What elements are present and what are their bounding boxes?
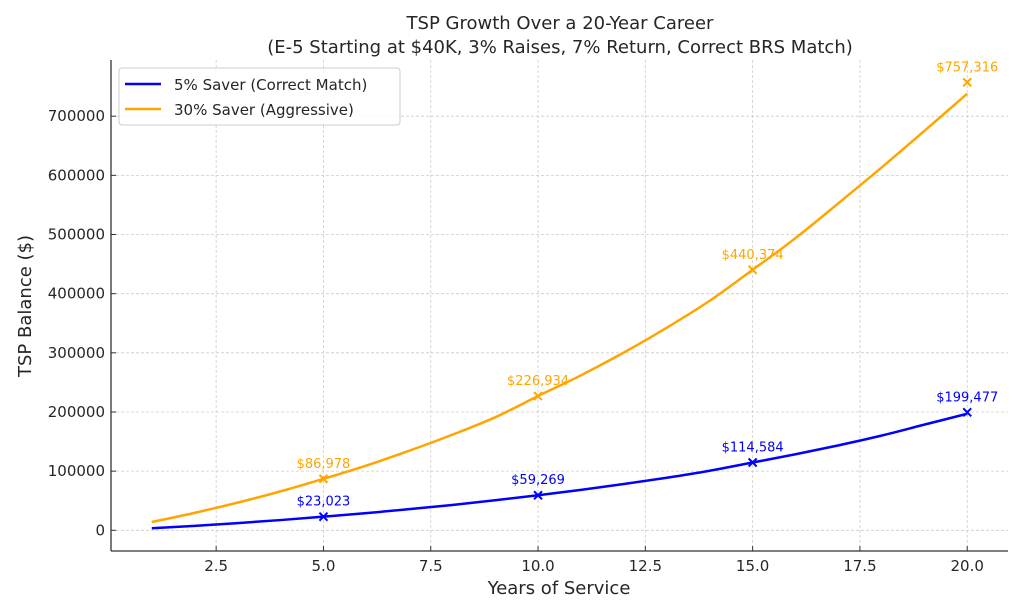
x-marker-stroke bbox=[747, 457, 758, 468]
y-axis-label: TSP Balance ($) bbox=[15, 235, 36, 378]
data-point-marker-5pct bbox=[318, 511, 329, 522]
data-label-30pct: $86,978 bbox=[297, 457, 351, 472]
y-tick-label: 300000 bbox=[48, 344, 105, 362]
y-tick-label: 600000 bbox=[48, 166, 105, 184]
data-label-5pct: $114,584 bbox=[722, 441, 784, 456]
x-tick-label: 10.0 bbox=[521, 557, 554, 575]
y-tick-label: 700000 bbox=[48, 107, 105, 125]
y-tick-label: 100000 bbox=[48, 462, 105, 480]
legend: 5% Saver (Correct Match) 30% Saver (Aggr… bbox=[118, 67, 401, 126]
data-point-marker-5pct bbox=[962, 407, 972, 417]
data-point-marker-30pct bbox=[533, 391, 543, 401]
y-axis-ticks: 0 100000 200000 300000 400000 500000 600000 700… bbox=[48, 107, 116, 539]
series-line-30pct bbox=[151, 92, 969, 524]
x-axis-ticks: 2.5 5.0 7.5 10.0 12.5 15.0 17.5 20.0 bbox=[204, 546, 984, 575]
y-tick-label: 500000 bbox=[48, 226, 105, 244]
chart-subtitle: (E-5 Starting at $40K, 3% Raises, 7% Ret… bbox=[267, 37, 853, 58]
data-label-5pct: $23,023 bbox=[297, 495, 351, 510]
data-label-30pct: $757,316 bbox=[936, 60, 998, 75]
x-tick-label: 12.5 bbox=[629, 557, 662, 575]
data-label-5pct: $199,477 bbox=[936, 390, 998, 405]
x-marker-stroke bbox=[533, 490, 543, 500]
x-tick-label: 20.0 bbox=[951, 557, 984, 575]
data-label-30pct: $226,934 bbox=[507, 374, 569, 389]
data-point-marker-30pct bbox=[962, 77, 972, 87]
data-point-marker-5pct bbox=[747, 457, 758, 468]
x-marker-stroke bbox=[533, 391, 543, 401]
legend-label-30pct: 30% Saver (Aggressive) bbox=[174, 101, 354, 119]
x-marker-stroke bbox=[318, 511, 329, 522]
legend-frame bbox=[118, 67, 401, 126]
x-tick-label: 15.0 bbox=[736, 557, 769, 575]
chart-title: TSP Growth Over a 20-Year Career bbox=[406, 13, 714, 34]
data-label-5pct: $59,269 bbox=[511, 473, 565, 488]
series-line-5pct bbox=[151, 412, 968, 530]
legend-label-5pct: 5% Saver (Correct Match) bbox=[174, 76, 367, 94]
x-marker-stroke bbox=[962, 407, 972, 417]
y-tick-label: 0 bbox=[95, 521, 105, 539]
axes bbox=[110, 60, 1008, 552]
y-tick-label: 200000 bbox=[48, 403, 105, 421]
x-marker-stroke bbox=[318, 474, 329, 484]
x-tick-label: 7.5 bbox=[419, 557, 443, 575]
series-layer: $23,023 $59,269 $114,584 $199,477 $86,978 $22… bbox=[151, 60, 998, 530]
x-marker-stroke bbox=[747, 265, 758, 275]
x-tick-label: 2.5 bbox=[204, 557, 228, 575]
data-point-marker-30pct bbox=[318, 474, 329, 484]
x-axis-label: Years of Service bbox=[487, 578, 631, 599]
data-point-marker-5pct bbox=[533, 490, 543, 500]
x-tick-label: 5.0 bbox=[312, 557, 336, 575]
y-tick-label: 400000 bbox=[48, 285, 105, 303]
x-tick-label: 17.5 bbox=[843, 557, 876, 575]
data-label-30pct: $440,374 bbox=[722, 248, 784, 263]
x-marker-stroke bbox=[962, 77, 972, 87]
grid bbox=[111, 60, 1008, 551]
data-point-marker-30pct bbox=[747, 265, 758, 275]
